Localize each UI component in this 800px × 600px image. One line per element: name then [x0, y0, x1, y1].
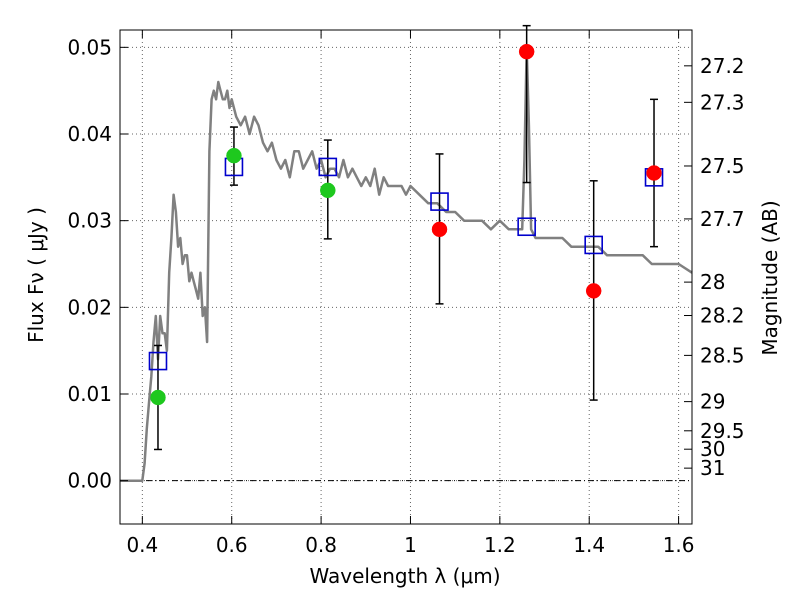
data-point: [320, 182, 336, 199]
spectrum-line: [120, 46, 693, 482]
model-square: [517, 217, 536, 237]
data-point: [646, 165, 662, 181]
y-tick-label: 0.00: [67, 469, 112, 493]
y2-axis-title: Magnitude (AB): [758, 200, 782, 355]
y2-tick-label: 28.5: [700, 343, 745, 367]
y2-tick-label: 31: [700, 456, 725, 480]
y-axis-ticks: 0.00 0.01 0.02 0.03 0.04 0.05: [67, 35, 128, 493]
model-photometry-squares: [148, 157, 664, 371]
error-bars: [153, 24, 659, 451]
y2-tick-label: 30: [700, 437, 725, 461]
y2-tick-label: 29.5: [700, 419, 745, 443]
grid: [120, 30, 692, 524]
x-axis-ticks: 0.4 0.6 0.8 1 1.2 1.4 1.6: [126, 30, 695, 557]
y-tick-label: 0.01: [67, 382, 112, 406]
x-tick-label: 1.2: [484, 533, 516, 557]
y2-tick-label: 28.2: [700, 304, 745, 328]
x-tick-label: 0.4: [126, 533, 158, 557]
x-tick-label: 1.4: [573, 533, 605, 557]
y2-tick-label: 27.5: [700, 154, 745, 178]
data-point: [585, 283, 602, 299]
model-square: [584, 235, 603, 255]
observed-photometry-points: [150, 43, 662, 406]
y2-tick-label: 28: [700, 270, 725, 294]
y2-tick-label: 27.3: [700, 90, 745, 114]
plot-frame: [119, 29, 693, 525]
data-point: [150, 389, 166, 406]
y2-tick-label: 27.2: [700, 54, 745, 78]
data-point: [518, 43, 535, 60]
x-tick-label: 0.8: [305, 533, 337, 557]
y-tick-label: 0.04: [67, 122, 112, 146]
x-tick-label: 1.6: [663, 533, 695, 557]
y-tick-label: 0.02: [67, 295, 112, 319]
x-tick-label: 0.6: [216, 533, 248, 557]
y2-tick-label: 27.7: [700, 207, 745, 231]
data-point: [431, 221, 448, 238]
model-spectrum: [120, 46, 693, 482]
model-square: [148, 351, 168, 371]
data-point: [226, 147, 242, 164]
model-square: [430, 192, 449, 211]
x-axis-title: Wavelength λ (μm): [309, 564, 500, 588]
y2-tick-label: 29: [700, 390, 725, 414]
y-axis-title: Flux Fν ( μJy ): [24, 207, 48, 343]
y-tick-label: 0.03: [67, 209, 112, 233]
model-square: [318, 157, 338, 177]
x-tick-label: 1: [404, 533, 417, 557]
y-tick-label: 0.05: [67, 35, 112, 59]
